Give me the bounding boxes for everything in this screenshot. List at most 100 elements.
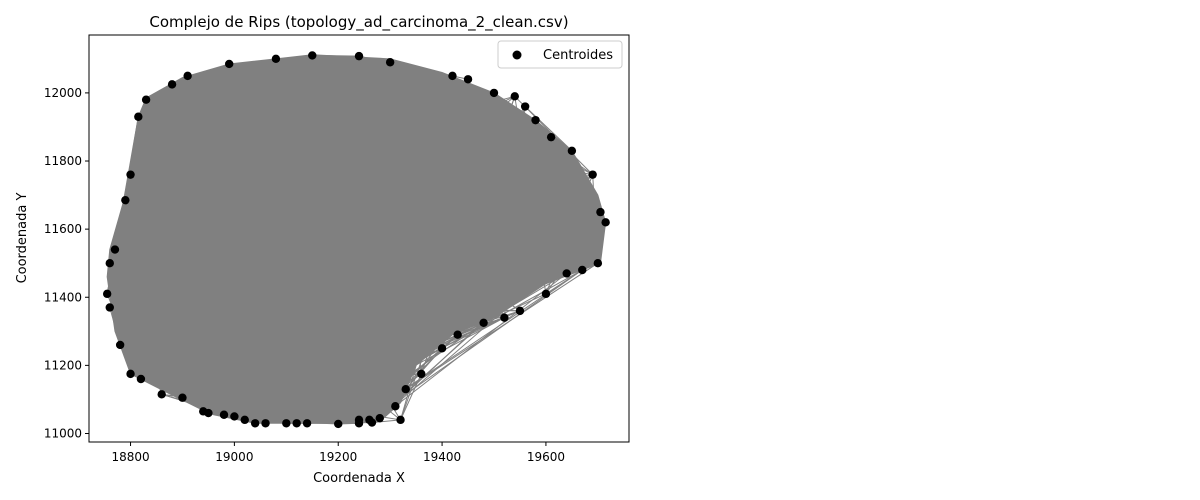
centroid-point — [292, 419, 301, 428]
centroid-point — [448, 71, 457, 81]
centroid-point — [115, 340, 125, 350]
centroid-point — [541, 289, 551, 299]
rips-edge — [400, 96, 516, 421]
rips-edge — [389, 62, 422, 374]
rips-edge — [265, 58, 277, 424]
rips-edge — [223, 174, 593, 416]
rips-edge — [109, 262, 266, 424]
rips-edge — [187, 75, 495, 94]
rips-edge — [138, 54, 313, 118]
rips-edge — [109, 307, 121, 346]
rips-edge — [146, 99, 593, 176]
rips-edge — [311, 55, 568, 274]
y-tick-label: 11400 — [44, 290, 82, 304]
y-tick-label: 11000 — [44, 426, 82, 440]
rips-edge — [125, 95, 515, 201]
centroid-point — [178, 393, 187, 402]
x-axis-label: Coordenada X — [313, 471, 405, 486]
chart-title: Complejo de Rips (topology_ad_carcinoma_… — [149, 13, 568, 32]
plot-frame — [88, 34, 630, 443]
centroid-point — [417, 369, 426, 379]
rips-edge — [203, 221, 606, 412]
centroid-point — [240, 415, 249, 425]
rips-edge — [130, 75, 189, 175]
centroid-point — [102, 289, 112, 299]
rips-edge — [187, 75, 339, 425]
centroid-point — [183, 71, 192, 81]
rips-edge — [109, 307, 266, 424]
rips-edge — [265, 272, 567, 424]
centroid-point — [515, 306, 525, 316]
rips-edge — [208, 119, 536, 414]
rips-edge — [228, 63, 339, 425]
y-axis: 11000 11200 11400 11600 11800 12000 — [44, 86, 89, 440]
x-tick-label: 19600 — [527, 450, 565, 464]
rips-edge — [106, 293, 204, 412]
rips-edge — [358, 55, 536, 121]
centroid-point — [546, 132, 556, 142]
rips-edge — [358, 262, 599, 421]
x-tick-label: 19400 — [423, 450, 461, 464]
rips-edge — [371, 419, 401, 424]
rips-edge — [228, 63, 256, 424]
centroid-point — [401, 385, 410, 394]
rips-edge — [107, 293, 520, 312]
rips-edge — [457, 136, 552, 335]
rips-edge — [306, 317, 505, 424]
rips-edge — [202, 119, 536, 412]
rips-edge — [146, 99, 536, 121]
rips-edge — [545, 174, 594, 295]
rips-edge — [125, 61, 391, 201]
rips-edge — [285, 106, 526, 424]
centroid-point — [271, 54, 281, 64]
rips-edge — [114, 249, 209, 414]
rips-edge — [120, 344, 373, 424]
rips-edge — [140, 378, 401, 421]
rips-edge — [145, 99, 339, 425]
centroid-point — [105, 303, 114, 312]
rips-edge — [145, 99, 183, 398]
centroid-point — [334, 419, 343, 429]
rips-edge — [394, 150, 573, 407]
rips-edge — [337, 79, 469, 425]
centroid-point — [141, 95, 151, 104]
rips-edge — [296, 55, 313, 424]
centroid-point — [593, 258, 603, 268]
rips-edge — [452, 75, 593, 176]
rips-edge — [106, 95, 515, 295]
rips-edge — [187, 75, 246, 420]
rips-edge — [187, 75, 521, 312]
rips-edge — [138, 63, 230, 118]
centroid-point — [230, 412, 239, 421]
rips-edge — [311, 55, 360, 424]
y-axis-label: Coordenada Y — [15, 193, 30, 284]
legend-label-centroides: Centroides — [543, 48, 613, 63]
centroid-point — [567, 146, 577, 155]
legend-box — [497, 40, 623, 69]
rips-edge — [229, 55, 360, 65]
rips-edge — [358, 373, 422, 421]
x-tick-label: 19000 — [215, 450, 253, 464]
rips-edge — [244, 310, 521, 421]
centroid-point — [578, 265, 587, 275]
rips-edge — [145, 99, 606, 223]
x-tick-label: 18800 — [111, 450, 149, 464]
rips-edge — [109, 262, 406, 390]
centroid-point — [365, 415, 374, 425]
centroid-point — [500, 313, 509, 322]
rips-edge — [140, 269, 583, 380]
x-axis: 18800 19000 19200 19400 19600 — [111, 442, 565, 464]
rips-edge — [109, 211, 601, 264]
centroid-point — [261, 419, 270, 428]
rips-edge — [171, 84, 360, 424]
centroid-point — [463, 75, 473, 84]
rips-edge — [171, 84, 287, 424]
rips-edge — [358, 55, 505, 318]
rips-edge — [550, 137, 599, 264]
centroid-point — [105, 258, 114, 268]
rips-edge — [138, 75, 188, 118]
x-tick-label: 19200 — [319, 450, 357, 464]
centroid-point — [126, 170, 135, 179]
centroid-point — [489, 88, 499, 98]
